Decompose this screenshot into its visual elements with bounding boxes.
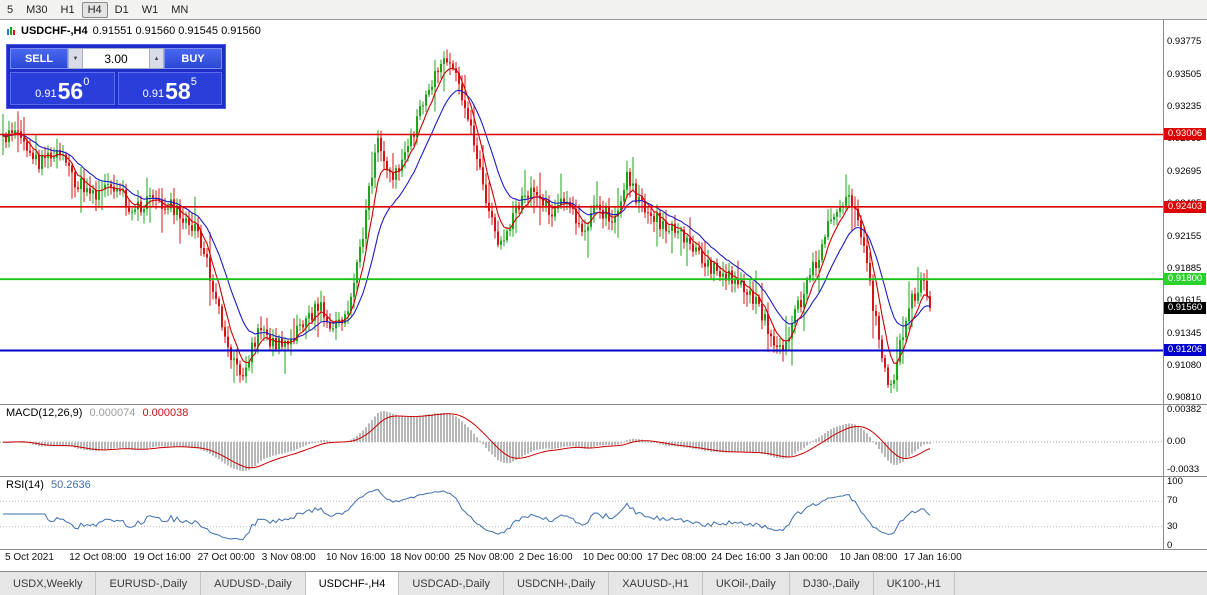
price-tick: 0.92695	[1167, 165, 1202, 177]
price-badges: 0.93006 0.92403 0.91800 0.91206 0.91560	[1163, 20, 1207, 549]
tab-UKOil-,Daily[interactable]: UKOil-,Daily	[703, 572, 790, 595]
tab-XAUUSD-,H1[interactable]: XAUUSD-,H1	[609, 572, 703, 595]
price-level-badge: 0.93006	[1164, 128, 1206, 141]
macd-main-value: 0.000074	[89, 407, 136, 419]
tab-EURUSD-,Daily[interactable]: EURUSD-,Daily	[96, 572, 202, 595]
tab-USDX,Weekly[interactable]: USDX,Weekly	[0, 572, 97, 595]
tab-USDCNH-,Daily[interactable]: USDCNH-,Daily	[504, 572, 610, 595]
price-axis[interactable]: 0.937750.935050.932350.929650.926950.924…	[1163, 20, 1207, 551]
time-label: 10 Dec 00:00	[582, 552, 643, 563]
timeframe-toolbar: 5 M30 H1 H4 D1 W1 MN	[0, 0, 1207, 20]
timeframe-H1[interactable]: H1	[55, 2, 81, 18]
buy-price-prefix: 0.91	[142, 88, 165, 100]
time-label: 18 Nov 00:00	[390, 552, 450, 563]
price-level-badge: 0.91800	[1164, 273, 1206, 286]
time-label: 3 Jan 00:00	[775, 552, 828, 563]
rsi-value: 50.2636	[50, 479, 91, 491]
volume-down-icon[interactable]: ▼	[68, 48, 83, 69]
price-tick: 0.91080	[1167, 359, 1202, 371]
tab-UK100-,H1[interactable]: UK100-,H1	[874, 572, 956, 595]
time-label: 24 Dec 16:00	[711, 552, 771, 563]
volume-up-icon[interactable]: ▲	[149, 48, 164, 69]
timeframe-D1[interactable]: D1	[109, 2, 135, 18]
buy-price-sup: 5	[190, 76, 197, 88]
buy-price-big: 58	[165, 78, 191, 104]
macd-name: MACD(12,26,9)	[6, 407, 83, 419]
chart-icon	[7, 27, 15, 35]
time-axis[interactable]: 5 Oct 2021 12 Oct 08:00 19 Oct 16:00 27 Oct…	[0, 549, 1163, 571]
time-label: 3 Nov 08:00	[261, 552, 316, 563]
time-label: 10 Jan 08:00	[839, 552, 898, 563]
sell-button[interactable]: SELL	[10, 48, 68, 69]
macd-axis-label: 0.00382	[1167, 403, 1202, 415]
rsi-axis-label: 100	[1167, 476, 1183, 487]
macd-axis-label: 0.00	[1167, 436, 1186, 447]
rsi-indicator-label: RSI(14) 50.2636	[6, 479, 95, 491]
tab-DJ30-,Daily[interactable]: DJ30-,Daily	[790, 572, 874, 595]
buy-price-display[interactable]: 0.91 58 5	[117, 72, 222, 105]
rsi-axis-label: 70	[1167, 495, 1178, 507]
price-tick: 0.93775	[1167, 36, 1202, 48]
trade-controls-row: SELL ▼ 3.00 ▲ BUY	[10, 48, 222, 69]
price-level-badge: 0.92403	[1164, 200, 1206, 213]
price-tick: 0.92155	[1167, 230, 1202, 242]
timeframe-MN[interactable]: MN	[165, 2, 194, 18]
timeframe-M30[interactable]: M30	[20, 2, 53, 18]
chart-tabs-bar: USDX,Weekly EURUSD-,Daily AUDUSD-,Daily USD…	[0, 571, 1207, 595]
sell-price-prefix: 0.91	[35, 88, 57, 100]
time-label: 19 Oct 16:00	[133, 552, 191, 563]
volume-field[interactable]: 3.00	[83, 48, 149, 69]
price-tick: 0.91345	[1167, 327, 1202, 339]
tab-AUDUSD-,Daily[interactable]: AUDUSD-,Daily	[201, 572, 306, 595]
timeframe-5[interactable]: 5	[1, 2, 19, 18]
timeframe-H4[interactable]: H4	[81, 1, 108, 18]
price-level-badge: 0.91560	[1164, 302, 1206, 314]
buy-button[interactable]: BUY	[164, 48, 222, 69]
time-label: 2 Dec 16:00	[518, 552, 573, 563]
one-click-trade-panel: SELL ▼ 3.00 ▲ BUY 0.91 56 0 0.91 58 5	[6, 44, 226, 109]
timeframe-W1[interactable]: W1	[136, 2, 165, 18]
tab-USDCHF-,H4[interactable]: USDCHF-,H4	[305, 572, 400, 595]
macd-signal-value: 0.000038	[142, 407, 189, 419]
macd-indicator-label: MACD(12,26,9) 0.000074 0.000038	[6, 407, 192, 419]
time-label: 17 Dec 08:00	[647, 552, 707, 563]
symbol-ohlc: 0.91551 0.91560 0.91545 0.91560	[92, 25, 261, 37]
price-tick: 0.90810	[1167, 392, 1202, 403]
price-level-badge: 0.91206	[1164, 344, 1206, 357]
time-label: 12 Oct 08:00	[69, 552, 127, 563]
rsi-name: RSI(14)	[6, 479, 44, 491]
sell-price-big: 56	[57, 78, 84, 104]
sell-price-sup: 0	[83, 76, 90, 88]
time-label: 27 Oct 00:00	[197, 552, 255, 563]
price-tick: 0.91885	[1167, 263, 1202, 274]
time-label: 17 Jan 16:00	[903, 552, 962, 563]
macd-axis-label: -0.0033	[1167, 463, 1200, 475]
price-tick: 0.93505	[1167, 68, 1202, 80]
price-tick: 0.91615	[1167, 295, 1202, 307]
rsi-axis-label: 30	[1167, 520, 1178, 532]
tab-USDCAD-,Daily[interactable]: USDCAD-,Daily	[399, 572, 504, 595]
symbol-title: USDCHF-,H4	[21, 25, 88, 37]
price-tick: 0.93235	[1167, 101, 1202, 112]
sell-price-display[interactable]: 0.91 56 0	[10, 72, 115, 105]
trade-prices-row: 0.91 56 0 0.91 58 5	[10, 72, 222, 105]
time-label: 5 Oct 2021	[5, 552, 54, 563]
time-label: 10 Nov 16:00	[326, 552, 386, 563]
rsi-axis-label: 0	[1167, 540, 1173, 551]
chart-header: USDCHF-,H4 0.91551 0.91560 0.91545 0.915…	[6, 25, 261, 37]
time-label: 25 Nov 08:00	[454, 552, 514, 563]
